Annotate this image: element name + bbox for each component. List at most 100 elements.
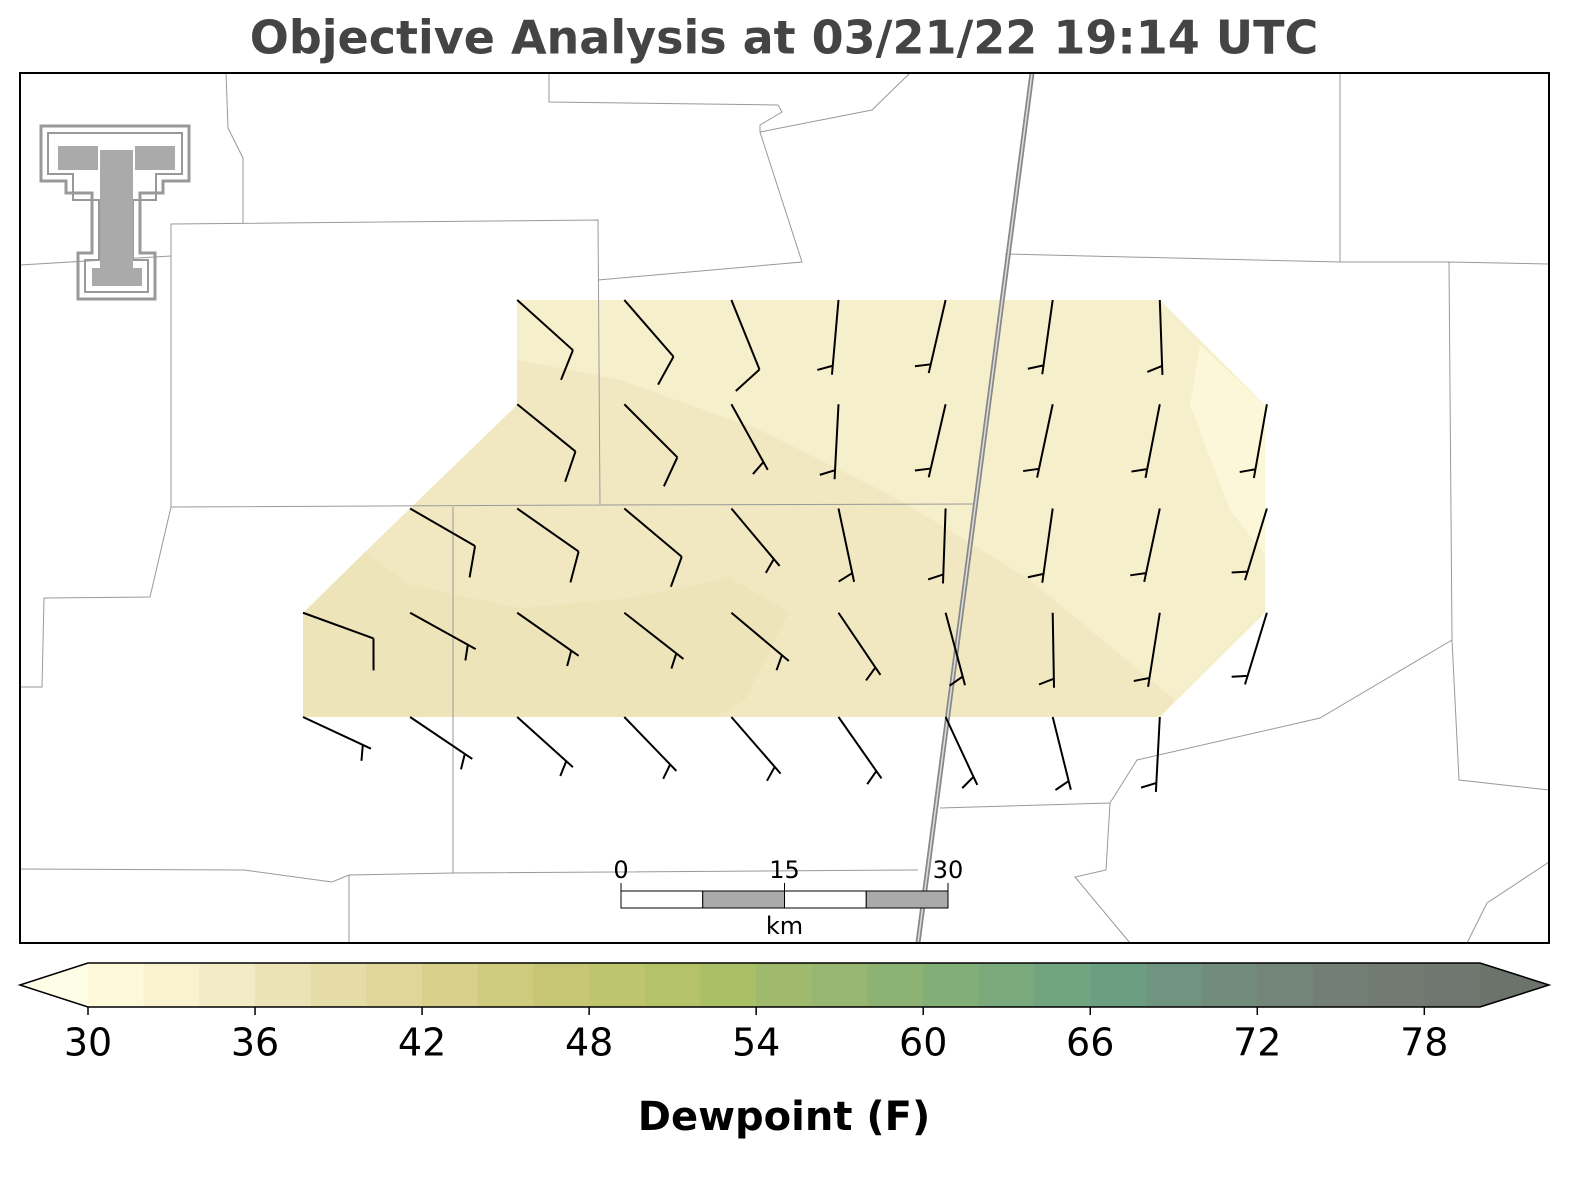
dewpoint-fill	[1190, 345, 1265, 555]
colorbar-swatch	[143, 963, 200, 1007]
map: 0 15 30 km	[19, 72, 1550, 944]
colorbar-tick-label: 30	[64, 1021, 112, 1065]
map-frame	[19, 72, 1550, 944]
wind-barbs	[302, 299, 1268, 792]
wind-barb	[730, 716, 782, 782]
colorbar-swatch	[1145, 963, 1203, 1007]
colorbar-swatch	[700, 963, 757, 1007]
wind-barb	[914, 404, 947, 478]
colorbar-tick-label: 66	[1066, 1021, 1114, 1065]
scale-segment	[784, 890, 867, 909]
wind-barb	[516, 611, 580, 667]
colorbar-tick-label: 36	[231, 1021, 279, 1065]
wind-barb	[730, 507, 781, 574]
wind-barb	[1231, 508, 1268, 581]
wind-barb	[409, 611, 477, 661]
colorbar-label: Dewpoint (F)	[638, 1094, 931, 1140]
colorbar-swatch	[422, 963, 479, 1007]
colorbar-over	[1480, 963, 1549, 1007]
scale-segment	[620, 890, 704, 909]
colorbar-swatch	[589, 963, 646, 1007]
colorbar-tick-label: 48	[565, 1021, 613, 1065]
wind-barb	[1130, 508, 1161, 583]
colorbar-swatch	[533, 963, 590, 1007]
colorbar: 30 36 42 48 54 60 66 72 78 Dewpoint (F)	[17, 962, 1552, 1140]
wind-barb	[837, 716, 883, 785]
colorbar-tick-label: 60	[899, 1021, 947, 1065]
wind-barb	[302, 716, 372, 761]
wind-barb	[623, 403, 679, 487]
colorbar-swatch	[756, 963, 813, 1007]
highway	[917, 72, 1033, 944]
wind-barb	[819, 404, 840, 480]
wind-barb	[817, 299, 840, 375]
colorbar-swatch	[978, 963, 1036, 1007]
wind-barb	[944, 612, 966, 687]
wind-barb	[1027, 299, 1054, 375]
wind-barb	[516, 299, 574, 381]
colorbar-swatch	[310, 963, 367, 1007]
colorbar-swatch	[811, 963, 869, 1007]
wind-barb	[1051, 716, 1072, 791]
county-lines	[19, 72, 1550, 944]
colorbar-swatch	[867, 963, 924, 1007]
dewpoint-fill	[303, 552, 789, 717]
wind-barb	[837, 612, 882, 681]
colorbar-swatch	[1424, 963, 1481, 1007]
colorbar-swatch	[644, 963, 701, 1007]
wind-barb	[623, 716, 678, 780]
scale-label: 15	[769, 856, 800, 884]
colorbar-tick-label: 54	[732, 1021, 780, 1065]
wind-barb	[516, 403, 577, 483]
scale-unit: km	[766, 912, 803, 940]
scale-label: 0	[613, 856, 628, 884]
wind-barb	[623, 507, 683, 588]
wind-barb	[1146, 299, 1164, 375]
scale-bar: 0 15 30 km	[613, 856, 963, 940]
colorbar-swatch	[1201, 963, 1258, 1007]
wind-barb	[1023, 404, 1054, 478]
wind-barb	[730, 299, 761, 392]
wind-barb	[944, 716, 979, 789]
colorbar-tick-label: 42	[398, 1021, 446, 1065]
scale-segment	[702, 890, 785, 909]
wind-barb	[623, 299, 675, 386]
colorbar-swatch	[1257, 963, 1314, 1007]
colorbar-swatch	[1034, 963, 1091, 1007]
wind-barb	[1231, 612, 1268, 685]
wind-barb	[409, 716, 473, 770]
wind-barb	[1133, 612, 1161, 687]
scale-segment	[865, 890, 949, 909]
colorbar-swatch	[366, 963, 423, 1007]
wind-barb	[730, 611, 790, 671]
wind-barb	[516, 716, 574, 777]
wind-barb	[516, 507, 580, 583]
wind-barb	[1027, 508, 1054, 583]
colorbar-swatch	[1090, 963, 1147, 1007]
colorbar-swatch	[923, 963, 980, 1007]
wind-barb	[914, 299, 947, 374]
wind-barb	[1140, 716, 1161, 792]
wind-barb	[927, 508, 947, 584]
wind-barb	[730, 403, 769, 475]
colorbar-tick-label: 78	[1400, 1021, 1448, 1065]
wind-barb	[409, 507, 477, 578]
colorbar-swatch	[199, 963, 256, 1007]
scale-label: 30	[933, 856, 964, 884]
colorbar-swatch	[1312, 963, 1370, 1007]
wind-barb	[1239, 404, 1268, 479]
logo	[39, 124, 191, 301]
colorbar-swatch	[88, 963, 145, 1007]
colorbar-tick-label: 72	[1233, 1021, 1281, 1065]
wind-barb	[623, 611, 685, 669]
wind-barb	[837, 508, 856, 583]
colorbar-under	[20, 963, 88, 1007]
title: Objective Analysis at 03/21/22 19:14 UTC	[250, 11, 1319, 65]
colorbar-swatch	[477, 963, 534, 1007]
wind-barb	[302, 611, 375, 671]
wind-barb	[1038, 612, 1056, 688]
colorbar-swatch	[255, 963, 312, 1007]
colorbar-swatch	[1368, 963, 1425, 1007]
wind-barb	[1131, 404, 1161, 479]
